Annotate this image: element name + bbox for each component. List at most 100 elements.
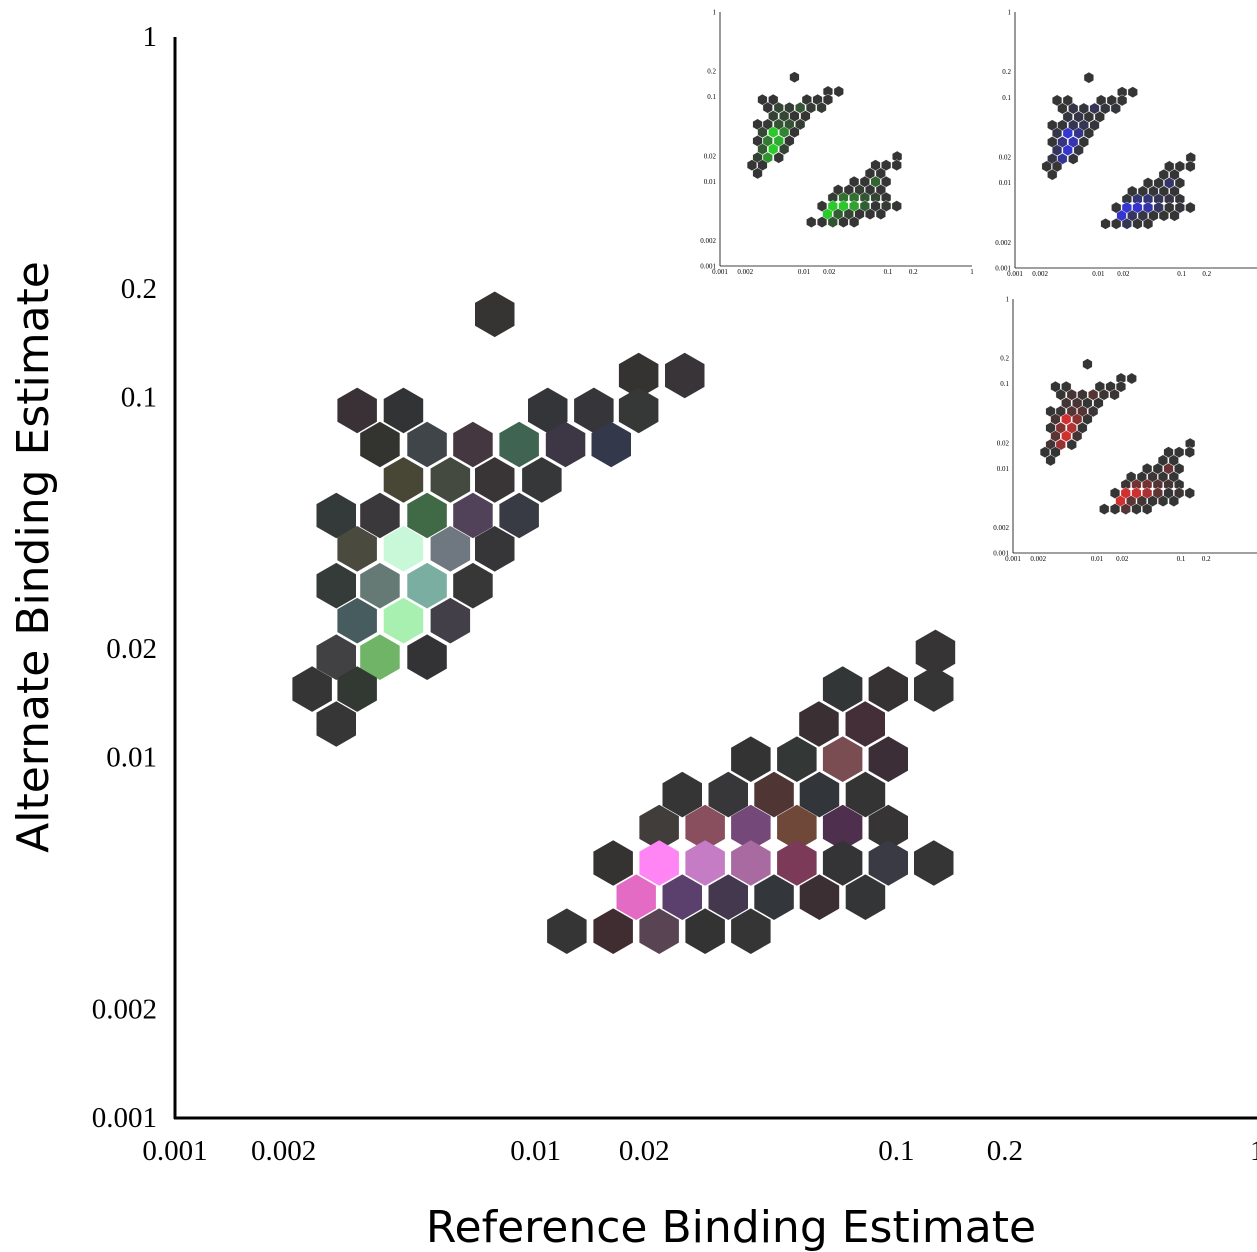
inset-hex-cell xyxy=(1137,185,1148,198)
inset-hex-cell xyxy=(1131,503,1142,515)
hex-cell xyxy=(662,771,702,818)
inset-plot: 0.001 0.002 0.01 0.02 0.1 0.2 1 0.001 0.002 0.01 0… xyxy=(700,9,974,277)
hex-cell xyxy=(799,771,840,818)
inset-hex-cell xyxy=(1164,177,1175,189)
inset-y-tick-label: 1 xyxy=(1008,9,1012,17)
inset-x-tick-label: 0.02 xyxy=(1117,270,1130,278)
inset-hex-cell xyxy=(1132,217,1143,230)
hex-cell xyxy=(360,421,400,468)
inset-hex-cell xyxy=(859,200,870,212)
inset-x-tick-label: 0.01 xyxy=(1091,555,1104,563)
hex-cell xyxy=(685,908,725,954)
inset-y-tick-label: 0.2 xyxy=(1002,68,1011,76)
inset-hex-cell xyxy=(1121,217,1132,230)
main-hex-layer xyxy=(292,291,956,954)
inset-hex-cell xyxy=(1066,388,1077,401)
inset-hex-cell xyxy=(1061,430,1072,442)
inset-hex-cell xyxy=(1089,119,1100,132)
hex-cell xyxy=(822,804,863,851)
hex-cell xyxy=(453,562,493,609)
inset-hex-cell xyxy=(789,126,800,139)
hex-cell xyxy=(618,352,659,399)
inset-hex-cell xyxy=(1050,380,1061,393)
inset-hex-cell xyxy=(822,93,833,106)
inset-hex-cell xyxy=(1072,430,1083,442)
inset-hex-cell xyxy=(1062,94,1073,107)
inset-hex-cell xyxy=(1158,185,1169,198)
inset-hex-cell xyxy=(795,118,806,131)
inset-hex-cell xyxy=(865,184,876,196)
inset-hex-cell xyxy=(1061,397,1072,409)
x-tick-label: 0.001 xyxy=(142,1135,207,1167)
inset-hex-cell xyxy=(762,118,773,131)
hex-cell xyxy=(845,771,886,818)
inset-hex-cell xyxy=(1068,136,1079,148)
inset-hex-cell xyxy=(1073,144,1084,157)
inset-hex-cell xyxy=(1157,471,1169,483)
inset-x-tick-label: 0.2 xyxy=(909,268,918,276)
inset-hex-cell xyxy=(768,110,779,122)
inset-hex-cell xyxy=(1158,209,1169,222)
hex-cell xyxy=(593,840,633,886)
hex-cell xyxy=(383,597,424,644)
inset-hex-cell xyxy=(806,216,817,228)
inset-hex-cell xyxy=(849,216,860,228)
inset-hex-cell xyxy=(1120,503,1131,515)
inset-hex-cell xyxy=(773,118,784,131)
inset-hex-cell xyxy=(1072,413,1083,426)
inset-hex-cell xyxy=(1137,209,1148,222)
inset-hex-cell xyxy=(773,135,784,147)
hex-cell xyxy=(499,492,539,539)
hex-cell xyxy=(822,840,863,886)
inset-hex-cell xyxy=(1061,380,1072,393)
hex-cell xyxy=(845,701,885,747)
inset-hex-cell xyxy=(1051,127,1063,140)
x-tick-label: 0.02 xyxy=(619,1135,670,1167)
inset-y-tick-label: 0.2 xyxy=(707,68,716,76)
y-tick-label: 0.1 xyxy=(121,381,157,413)
inset-y-tick-label: 0.001 xyxy=(993,550,1009,558)
inset-hex-cell xyxy=(1127,209,1138,222)
inset-hex-cell xyxy=(1142,462,1153,475)
inset-x-tick-label: 0.002 xyxy=(737,268,753,276)
inset-hex-cell xyxy=(1109,487,1121,499)
hex-cell xyxy=(337,387,377,434)
inset-hex-cell xyxy=(762,101,773,114)
inset-hex-cell xyxy=(1110,102,1121,115)
inset-hex-cell xyxy=(1055,438,1066,451)
inset-hex-cell xyxy=(1163,462,1174,475)
inset-hex-cell xyxy=(1152,487,1163,499)
inset-y-tick-label: 0.2 xyxy=(1000,355,1009,363)
inset-hex-cell xyxy=(1168,454,1179,467)
hex-cell xyxy=(316,562,356,609)
inset-y-tick-label: 0.01 xyxy=(704,178,717,186)
inset-y-tick-label: 0.02 xyxy=(997,439,1010,447)
inset-hex-cell xyxy=(891,159,902,172)
hex-cell xyxy=(475,291,515,338)
inset-hex-cell xyxy=(870,200,881,212)
inset-hex-cell xyxy=(1121,201,1132,214)
inset-hex-cell xyxy=(1115,380,1127,393)
hex-cell xyxy=(522,457,562,503)
inset-hex-cell xyxy=(1147,495,1158,507)
inset-hex-cell xyxy=(1163,487,1174,499)
inset-hex-cell xyxy=(870,175,881,188)
inset-hex-cell xyxy=(1169,209,1180,222)
inset-hex-cell xyxy=(1062,144,1073,157)
inset-hex-cell xyxy=(827,200,838,212)
inset-hex-cell xyxy=(822,208,833,220)
inset-hex-cell xyxy=(773,101,784,114)
hex-cell xyxy=(822,666,863,712)
inset-hex-cell xyxy=(757,126,768,139)
inset-hex-cell xyxy=(757,93,768,106)
inset-hex-cell xyxy=(870,159,881,172)
inset-hex-cell xyxy=(1068,119,1079,132)
hex-cell xyxy=(685,804,725,851)
hex-cell xyxy=(914,666,954,712)
hex-cell xyxy=(618,387,659,434)
inset-hex-cell xyxy=(1109,388,1120,401)
inset-hex-cell xyxy=(1082,358,1093,371)
inset-hex-cell xyxy=(881,175,892,188)
inset-hex-cell xyxy=(854,208,865,220)
hex-cell xyxy=(662,874,702,920)
